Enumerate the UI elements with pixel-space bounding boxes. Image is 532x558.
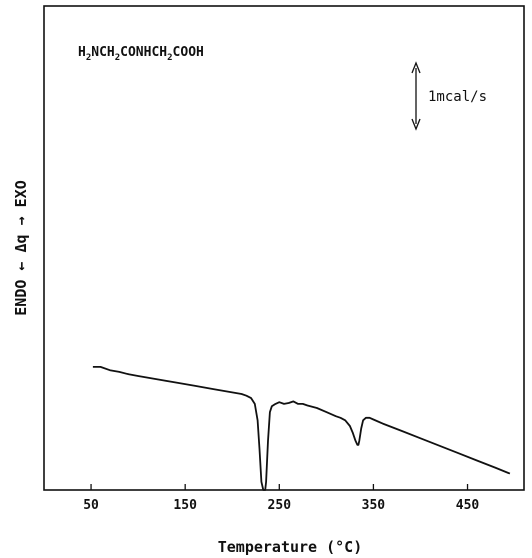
arrow-up-icon [411, 61, 421, 74]
x-tick-labels: 50 150 250 350 450 [83, 498, 479, 513]
x-tick-label: 450 [456, 498, 480, 513]
y-axis-title: ENDO ← Δq → EXO [12, 180, 30, 315]
x-tick-label: 250 [268, 498, 292, 513]
scale-bar: 1mcal/s [411, 61, 487, 131]
arrow-down-icon [411, 118, 421, 131]
scale-bar-label: 1mcal/s [428, 89, 487, 105]
series-line [92, 366, 511, 491]
plot-frame [43, 5, 525, 491]
x-tick-label: 150 [173, 498, 197, 513]
x-ticks [90, 484, 469, 490]
x-tick-label: 50 [83, 498, 99, 513]
x-tick-label: 350 [362, 498, 386, 513]
x-axis-title: Temperature (°C) [218, 538, 363, 556]
formula-annotation: H2NCH2CONHCH2COOH [78, 45, 204, 63]
